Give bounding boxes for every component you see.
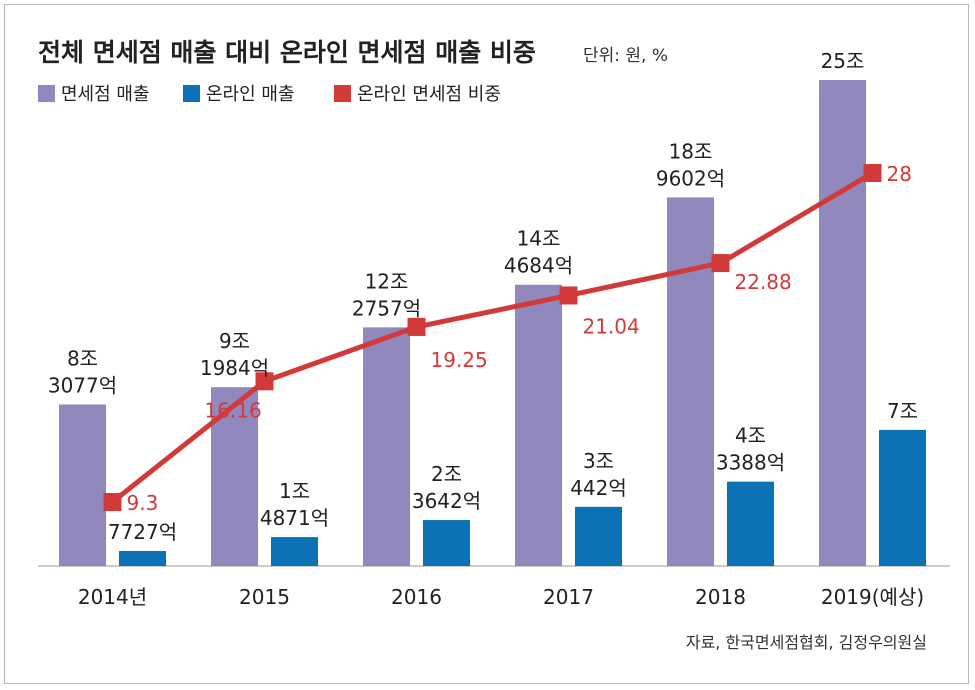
label-duty-free-3-0: 14조 <box>517 227 561 251</box>
share-marker-2 <box>407 317 426 336</box>
share-label-1: 16.16 <box>205 398 262 422</box>
label-duty-free-0-0: 8조 <box>67 346 98 370</box>
bar-online-2 <box>423 520 470 566</box>
label-online-3-0: 3조 <box>583 449 614 473</box>
legend-label-online-share: 온라인 면세점 비중 <box>357 84 501 105</box>
legend-label-online-sales: 온라인 매출 <box>206 84 295 105</box>
x-tick-label-1: 2015 <box>239 585 290 609</box>
share-label-4: 22.88 <box>735 270 792 294</box>
bar-duty-free-2 <box>363 327 410 566</box>
share-label-5: 28 <box>887 162 912 186</box>
x-tick-label-3: 2017 <box>543 585 594 609</box>
share-marker-4 <box>711 254 730 273</box>
bar-duty-free-0 <box>59 404 106 566</box>
label-duty-free-0-1: 3077억 <box>48 373 117 397</box>
legend-label-duty-free-sales: 면세점 매출 <box>61 84 150 105</box>
share-label-2: 19.25 <box>431 348 488 372</box>
source-note: 자료, 한국면세점협회, 김정우의원실 <box>686 633 927 652</box>
x-tick-label-0: 2014년 <box>78 585 147 609</box>
legend: 면세점 매출 온라인 매출 온라인 면세점 비중 <box>38 84 501 105</box>
bar-online-0 <box>119 550 166 566</box>
label-duty-free-2-0: 12조 <box>365 269 409 293</box>
share-label-0: 9.3 <box>127 491 159 515</box>
label-online-2-1: 3642억 <box>412 489 481 513</box>
legend-swatch-online-share <box>334 85 351 102</box>
share-line-layer <box>103 164 882 511</box>
label-online-3-1: 442억 <box>570 476 627 500</box>
x-tick-label-4: 2018 <box>695 585 746 609</box>
labels-layer: 8조 3077억 7727억 2014년 9조 1984억 1조 4871억 2015 12조 27… <box>48 49 924 609</box>
share-marker-1 <box>255 372 274 391</box>
label-duty-free-5-0: 25조 <box>821 49 865 73</box>
label-online-4-0: 4조 <box>735 424 766 448</box>
x-tick-label-5: 2019(예상) <box>821 585 924 609</box>
label-online-2-0: 2조 <box>431 462 462 486</box>
label-online-4-1: 3388억 <box>716 451 785 475</box>
label-online-1-1: 4871억 <box>260 506 329 530</box>
bar-online-4 <box>727 481 774 566</box>
legend-swatch-online-sales <box>183 85 200 102</box>
label-online-5-0: 7조 <box>887 399 918 423</box>
chart-frame <box>4 4 969 684</box>
bar-online-1 <box>271 537 318 566</box>
legend-swatch-duty-free-sales <box>38 85 55 102</box>
label-online-1-0: 1조 <box>279 479 310 503</box>
share-marker-5 <box>863 164 882 182</box>
label-duty-free-1-0: 9조 <box>219 329 250 353</box>
label-online-0-0: 7727억 <box>108 520 177 544</box>
label-duty-free-4-1: 9602억 <box>656 166 725 190</box>
label-duty-free-4-0: 18조 <box>669 139 713 163</box>
chart-title: 전체 면세점 매출 대비 온라인 면세점 매출 비중 <box>38 38 536 67</box>
bars-layer <box>59 80 926 567</box>
share-label-3: 21.04 <box>583 314 640 338</box>
x-tick-label-2: 2016 <box>391 585 442 609</box>
label-duty-free-3-1: 4684억 <box>504 254 573 278</box>
share-marker-3 <box>559 286 578 305</box>
share-marker-0 <box>103 493 122 511</box>
bar-duty-free-3 <box>515 284 562 566</box>
bar-duty-free-5 <box>819 80 866 566</box>
label-duty-free-1-1: 1984억 <box>200 356 269 380</box>
share-line <box>110 170 874 504</box>
label-duty-free-2-1: 2757억 <box>352 296 421 320</box>
unit-label: 단위: 원, % <box>583 46 668 66</box>
bar-online-3 <box>575 506 622 566</box>
bar-duty-free-4 <box>667 197 714 567</box>
bar-online-5 <box>879 429 926 566</box>
